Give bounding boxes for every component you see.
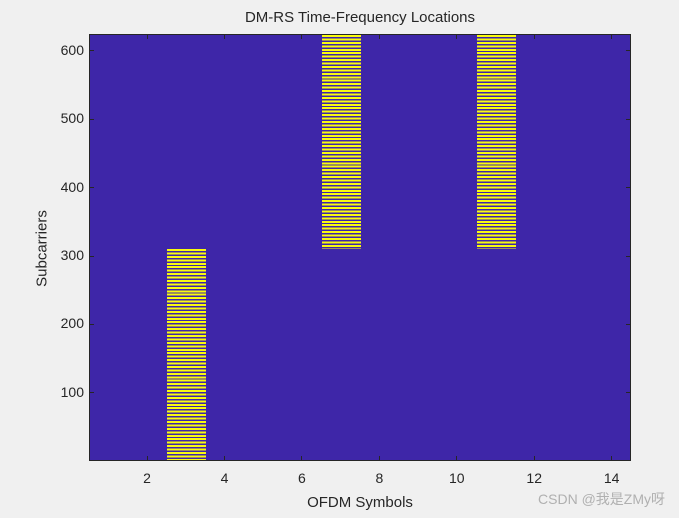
y-tick-mark — [89, 187, 94, 189]
x-tick-mark — [146, 456, 148, 461]
y-tick-mark — [626, 50, 631, 52]
y-tick-label: 600 — [60, 41, 84, 58]
x-tick-mark — [456, 456, 458, 461]
y-tick-mark — [89, 118, 94, 120]
chart-title: DM-RS Time-Frequency Locations — [244, 9, 476, 26]
y-tick-mark — [89, 323, 94, 325]
x-tick-mark — [611, 456, 613, 461]
x-tick-mark — [611, 34, 613, 39]
x-tick-mark — [378, 456, 380, 461]
y-tick-label: 500 — [60, 110, 84, 127]
y-tick-mark — [89, 392, 94, 394]
x-tick-label: 14 — [603, 470, 620, 486]
x-axis-title: OFDM Symbols — [307, 494, 413, 511]
y-tick-mark — [626, 255, 631, 257]
y-tick-mark — [626, 118, 631, 120]
y-tick-label: 400 — [60, 178, 84, 195]
x-tick-mark — [456, 34, 458, 39]
x-tick-label: 10 — [448, 470, 465, 486]
y-tick-mark — [89, 255, 94, 257]
x-tick-label: 2 — [143, 470, 151, 486]
x-tick-mark — [146, 34, 148, 39]
x-tick-mark — [224, 456, 225, 461]
y-tick-mark — [626, 392, 631, 394]
y-tick-label: 200 — [60, 315, 84, 332]
y-tick-label: 100 — [60, 383, 84, 400]
dmrs-region-symbol-7 — [322, 35, 361, 249]
x-tick-label: 8 — [375, 470, 384, 486]
x-tick-label: 12 — [526, 470, 542, 486]
plot-area — [89, 34, 631, 461]
x-tick-mark — [301, 456, 303, 461]
x-tick-mark — [378, 34, 380, 39]
y-axis-title: Subcarriers — [33, 210, 51, 287]
y-tick-mark — [626, 187, 631, 189]
dmrs-region-symbol-3 — [167, 248, 207, 460]
x-tick-label: 4 — [220, 470, 229, 486]
dmrs-region-symbol-11 — [477, 35, 516, 249]
y-tick-mark — [89, 50, 94, 52]
x-tick-mark — [533, 456, 535, 461]
y-tick-label: 300 — [60, 247, 84, 264]
x-tick-mark — [224, 34, 225, 39]
y-tick-mark — [626, 323, 631, 325]
watermark: CSDN @我是ZMy呀 — [538, 491, 665, 507]
x-tick-label: 6 — [298, 470, 306, 486]
x-tick-mark — [533, 34, 535, 39]
x-tick-mark — [301, 34, 303, 39]
